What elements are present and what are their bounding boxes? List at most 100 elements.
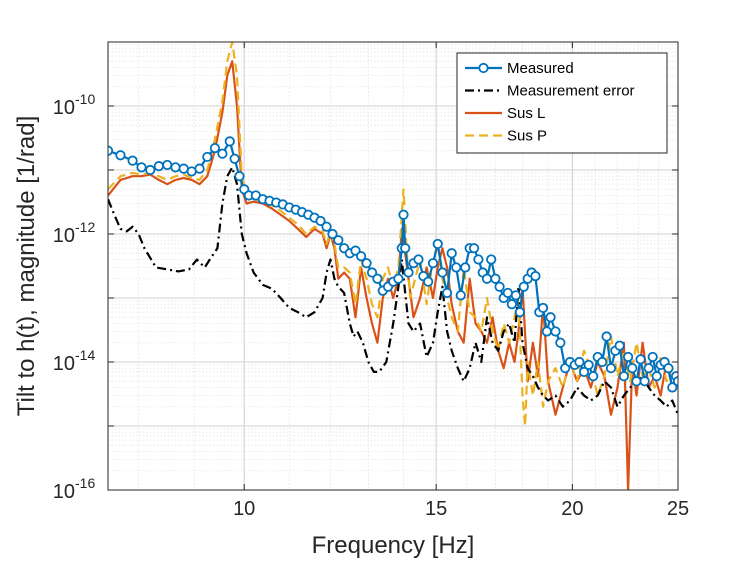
y-tick-label: 10: [53, 97, 75, 119]
measured-point: [460, 262, 471, 273]
measured-point: [530, 270, 541, 282]
measured-point: [605, 363, 617, 374]
measured-point: [541, 326, 552, 337]
measured-point: [400, 243, 411, 254]
measured-point: [115, 150, 126, 161]
measured-point: [170, 162, 181, 173]
measured-point: [327, 228, 338, 240]
measured-point: [202, 151, 213, 163]
measured-point: [372, 273, 383, 284]
x-tick-label: 25: [667, 498, 689, 520]
measured-point: [518, 281, 529, 292]
series-layer: [108, 42, 678, 490]
measured-point: [601, 331, 612, 342]
measured-point: [614, 340, 625, 351]
measured-point: [468, 243, 480, 254]
x-tick-label: 20: [561, 498, 583, 520]
measured-point: [643, 363, 654, 374]
measured-point: [366, 267, 378, 278]
measured-point: [618, 371, 629, 382]
ticks-layer: [108, 41, 679, 491]
measured-point: [427, 258, 439, 269]
measured-point: [631, 376, 642, 387]
y-tick-label-exponent: -16: [75, 475, 95, 491]
legend-entry-label: Measurement error: [507, 83, 635, 100]
x-tick-label: 15: [425, 498, 447, 520]
measured-point: [481, 273, 493, 284]
legend-entry-label: Sus P: [507, 128, 547, 145]
legend-entry-label: Sus L: [507, 105, 545, 122]
measured-point: [494, 281, 505, 292]
measured-point: [224, 136, 235, 147]
measured-point: [403, 267, 414, 278]
measured-point: [162, 159, 173, 171]
measured-point: [446, 248, 457, 259]
measured-point: [490, 273, 501, 284]
legend-entry-label: Measured: [507, 60, 574, 77]
measured-point: [623, 351, 634, 363]
series-line-measurement-error: [108, 166, 678, 416]
measured-point: [550, 326, 561, 337]
measured-point: [473, 254, 484, 265]
measured-point: [639, 376, 650, 387]
measured-point: [355, 251, 367, 262]
measured-point: [510, 290, 521, 301]
measured-point: [413, 254, 424, 265]
measured-point: [647, 351, 658, 363]
y-tick-label-exponent: -14: [75, 347, 95, 363]
measured-point: [583, 359, 594, 371]
measured-point: [361, 258, 372, 269]
measured-point: [437, 267, 448, 278]
measured-point: [486, 254, 497, 265]
measured-point: [441, 287, 453, 299]
measured-point: [209, 142, 221, 154]
measured-point: [432, 238, 443, 250]
measured-point: [555, 337, 566, 348]
measured-point: [234, 171, 245, 182]
measured-point: [455, 290, 466, 301]
x-tick-labels: 10 15 20 25: [233, 498, 689, 520]
measured-point: [627, 363, 638, 374]
y-axis-label: Tilt to h(t), magnitude [1/rad]: [13, 116, 40, 417]
x-axis-label: Frequency [Hz]: [312, 532, 475, 559]
y-tick-label: 10: [53, 225, 75, 247]
legend: Measured Measurement error Sus L Sus P: [456, 52, 668, 154]
measured-point: [537, 302, 549, 314]
measured-point: [635, 354, 646, 365]
measured-point: [145, 164, 156, 176]
measured-point: [153, 161, 164, 172]
measured-point: [136, 162, 147, 173]
measured-point: [545, 312, 556, 323]
measured-point: [502, 287, 513, 299]
x-tick-label: 10: [233, 498, 255, 520]
measured-point: [321, 221, 332, 232]
measured-point: [315, 215, 326, 227]
measured-point: [597, 356, 608, 368]
measured-point: [194, 163, 205, 174]
measured-point: [588, 371, 599, 382]
measured-point: [423, 276, 434, 287]
series-line-sus-l: [108, 60, 678, 490]
measured-point: [393, 273, 404, 284]
measured-point: [127, 155, 138, 166]
measured-point: [663, 363, 674, 374]
measured-point: [667, 382, 678, 393]
measured-point: [574, 356, 585, 368]
plot-frame: [107, 41, 679, 491]
measured-point: [217, 148, 228, 159]
measured-point: [451, 262, 462, 273]
measured-point: [578, 366, 590, 378]
measured-point: [333, 235, 344, 246]
measured-point: [229, 153, 240, 164]
y-tick-label: 10: [53, 481, 75, 503]
measured-point: [506, 299, 517, 310]
measured-point: [651, 371, 662, 382]
y-tick-label: 10: [53, 353, 75, 375]
y-tick-label-exponent: -12: [75, 219, 95, 235]
y-tick-label-exponent: -10: [75, 91, 95, 107]
measured-point: [398, 209, 409, 220]
measured-point: [514, 307, 525, 318]
legend-box: [456, 52, 668, 154]
